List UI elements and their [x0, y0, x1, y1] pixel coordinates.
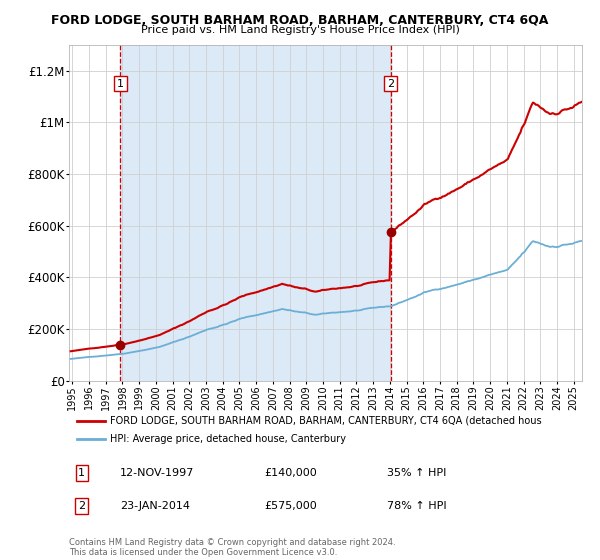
Text: 12-NOV-1997: 12-NOV-1997	[121, 468, 194, 478]
Text: Contains HM Land Registry data © Crown copyright and database right 2024.
This d: Contains HM Land Registry data © Crown c…	[69, 538, 395, 557]
Bar	[121, 45, 391, 381]
Text: FORD LODGE, SOUTH BARHAM ROAD, BARHAM, CANTERBURY, CT4 6QA (detached hous: FORD LODGE, SOUTH BARHAM ROAD, BARHAM, C…	[110, 416, 542, 426]
Text: 23-JAN-2014: 23-JAN-2014	[121, 501, 190, 511]
Text: 2: 2	[387, 78, 394, 88]
Text: HPI: Average price, detached house, Canterbury: HPI: Average price, detached house, Cant…	[110, 434, 346, 444]
Text: £575,000: £575,000	[264, 501, 317, 511]
Text: 35% ↑ HPI: 35% ↑ HPI	[387, 468, 446, 478]
Text: FORD LODGE, SOUTH BARHAM ROAD, BARHAM, CANTERBURY, CT4 6QA: FORD LODGE, SOUTH BARHAM ROAD, BARHAM, C…	[52, 14, 548, 27]
Text: £140,000: £140,000	[264, 468, 317, 478]
Bar	[574, 45, 582, 381]
Text: 2: 2	[78, 501, 85, 511]
Text: 1: 1	[117, 78, 124, 88]
Text: 78% ↑ HPI: 78% ↑ HPI	[387, 501, 446, 511]
Text: Price paid vs. HM Land Registry's House Price Index (HPI): Price paid vs. HM Land Registry's House …	[140, 25, 460, 35]
Text: 1: 1	[79, 468, 85, 478]
